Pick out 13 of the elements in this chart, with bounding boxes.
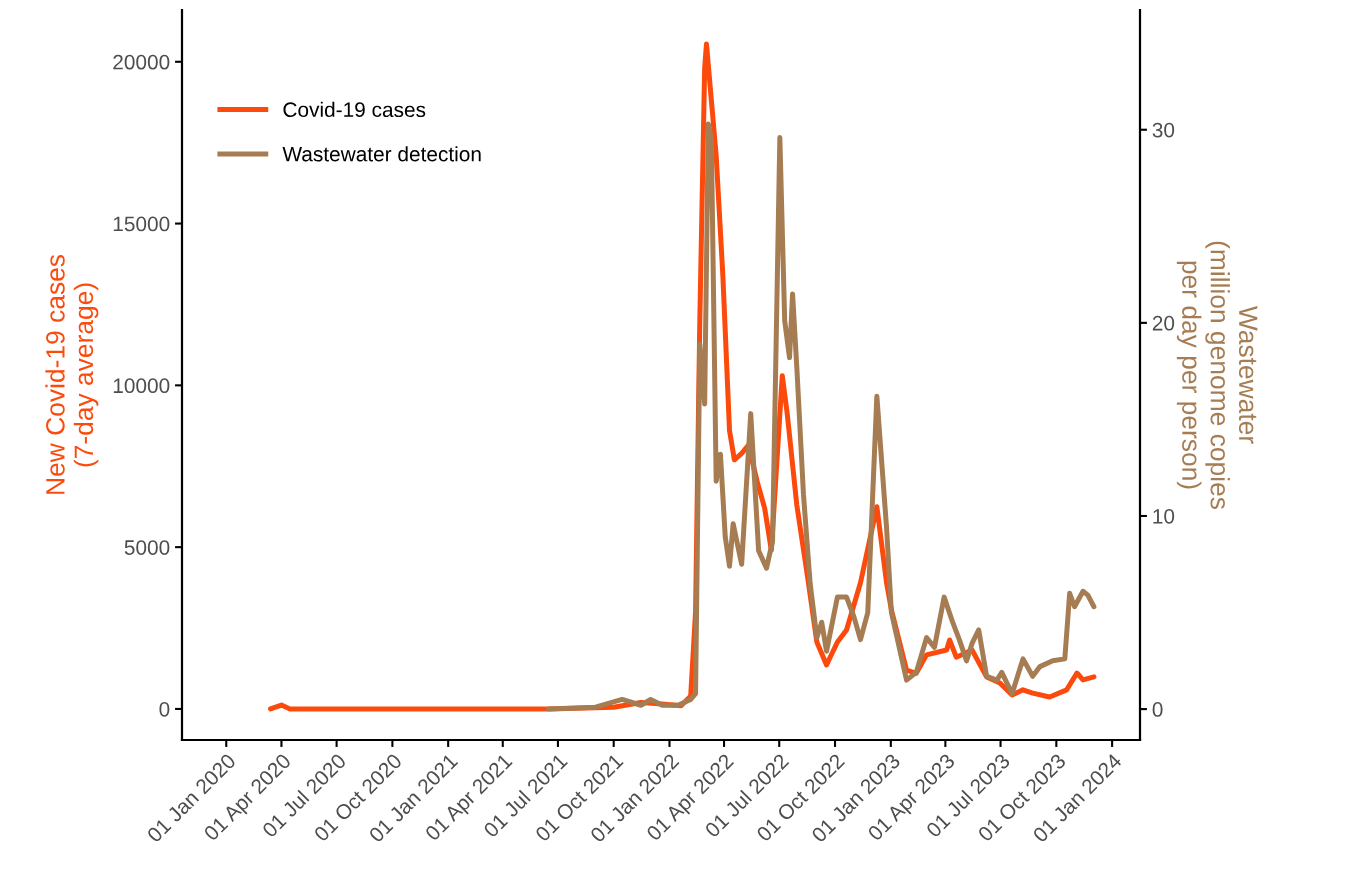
y-axis-title: New Covid-19 cases (7-day average) [45, 254, 99, 494]
legend-label: Covid-19 cases [283, 101, 426, 118]
y-tick-label: 10000 [113, 378, 170, 394]
y2-tick-label: 30 [1152, 122, 1175, 138]
y-tick-label: 5000 [124, 540, 170, 555]
y2-tick-label: 20 [1152, 315, 1175, 331]
y-tick-label: 20000 [113, 54, 170, 70]
y2-tick-label: 10 [1153, 508, 1175, 524]
y-tick-label: 15000 [113, 216, 170, 232]
y2-axis-title: Wastewater (million genome copies per day per person) [1176, 241, 1258, 509]
legend-label: Wastewater detection [282, 146, 481, 162]
y2-tick-label: 0 [1152, 702, 1163, 717]
y-tick-label: 0 [159, 701, 170, 717]
